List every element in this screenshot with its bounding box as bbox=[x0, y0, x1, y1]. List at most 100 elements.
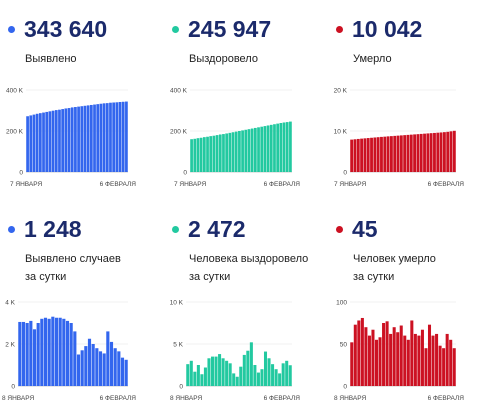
confirmed-daily-label: Выявлено случаев bbox=[25, 253, 121, 265]
recovered-daily-bar bbox=[235, 376, 239, 386]
deaths-daily-x-start-label: 8 ЯНВАРЯ bbox=[334, 395, 366, 402]
confirmed-total-bar bbox=[35, 113, 39, 172]
confirmed-daily-y-tick-label: 2 K bbox=[5, 342, 15, 349]
confirmed-total-label: Выявлено bbox=[25, 53, 77, 65]
deaths-total-bar bbox=[403, 135, 407, 172]
deaths-daily-y-tick-label: 0 bbox=[343, 384, 347, 391]
recovered-daily-bar bbox=[278, 373, 282, 386]
recovered-daily-bar bbox=[200, 374, 204, 386]
recovered-daily-x-end-label: 6 ФЕВРАЛЯ bbox=[264, 395, 301, 402]
deaths-total-bar bbox=[373, 137, 377, 172]
deaths-total-chart: 0 10 K 20 K 7 ЯНВАРЯ 6 ФЕВРАЛЯ bbox=[334, 88, 465, 189]
recovered-total-bar bbox=[225, 133, 229, 172]
recovered-daily-bar bbox=[225, 360, 229, 386]
confirmed-total-bar bbox=[61, 109, 65, 172]
confirmed-daily-bar bbox=[62, 318, 66, 386]
recovered-daily-bar bbox=[218, 354, 222, 386]
confirmed-daily-bar bbox=[40, 318, 44, 386]
recovered-total-x-start-label: 7 ЯНВАРЯ bbox=[174, 181, 206, 188]
deaths-daily-bar bbox=[427, 324, 432, 386]
deaths-daily-bar bbox=[417, 335, 421, 386]
recovered-daily-bar bbox=[253, 365, 257, 386]
recovered-daily-bar bbox=[189, 360, 193, 386]
recovered-daily-bar bbox=[267, 358, 271, 386]
recovered-daily-label: Человека выздоровело bbox=[189, 253, 309, 265]
deaths-total-bar bbox=[376, 137, 380, 172]
deaths-total-bar bbox=[429, 133, 433, 172]
confirmed-daily-dot-icon bbox=[8, 226, 15, 233]
deaths-daily-bar bbox=[438, 345, 442, 386]
recovered-total-bar bbox=[276, 123, 280, 172]
confirmed-daily-bar bbox=[102, 353, 106, 386]
confirmed-daily-x-start-label: 8 ЯНВАРЯ bbox=[2, 395, 34, 402]
recovered-total-bar bbox=[190, 139, 193, 172]
recovered-total-bar bbox=[257, 127, 260, 172]
deaths-daily-bar bbox=[364, 327, 368, 386]
stat-panel-recovered-daily: 2 472 Человека выздоровело за сутки bbox=[172, 214, 336, 294]
recovered-daily-bar bbox=[193, 371, 197, 386]
deaths-total-bar bbox=[452, 130, 456, 172]
confirmed-daily-bar bbox=[106, 331, 110, 386]
confirmed-daily-bar bbox=[58, 317, 62, 386]
deaths-total-x-start-label: 7 ЯНВАРЯ bbox=[334, 181, 366, 188]
confirmed-total-bar bbox=[74, 107, 77, 172]
confirmed-daily-bar bbox=[124, 359, 128, 386]
deaths-total-bar bbox=[363, 138, 367, 172]
deaths-total-bar bbox=[423, 133, 426, 172]
confirmed-total-value: 343 640 bbox=[24, 16, 108, 42]
recovered-total-value: 245 947 bbox=[188, 16, 272, 42]
confirmed-daily-bar bbox=[95, 348, 99, 386]
confirmed-daily-bar bbox=[69, 323, 73, 386]
recovered-total-bar bbox=[263, 126, 267, 172]
confirmed-total-bar bbox=[67, 108, 71, 172]
recovered-total-bar bbox=[212, 135, 216, 172]
confirmed-dot-icon bbox=[8, 26, 15, 33]
deaths-daily-bar bbox=[445, 333, 449, 386]
recovered-daily-bar bbox=[256, 372, 260, 386]
recovered-total-y-tick-label: 200 K bbox=[170, 129, 188, 136]
confirmed-daily-bar bbox=[21, 321, 26, 386]
recovered-daily-bar bbox=[214, 356, 218, 386]
deaths-daily-y-tick-label: 50 bbox=[340, 342, 348, 349]
recovered-daily-bar bbox=[232, 373, 236, 386]
recovered-total-bar bbox=[247, 129, 251, 172]
recovered-daily-bar bbox=[263, 351, 268, 386]
recovered-daily-bar bbox=[285, 360, 289, 386]
deaths-daily-dot-icon bbox=[336, 226, 343, 233]
recovered-total-bar bbox=[250, 128, 254, 172]
confirmed-total-bar bbox=[102, 103, 106, 172]
recovered-total-bar bbox=[234, 131, 238, 172]
confirmed-daily-bar bbox=[117, 351, 121, 386]
confirmed-total-bar bbox=[29, 115, 33, 172]
stat-panel-deaths-daily: 45 Человек умерло за сутки bbox=[336, 214, 492, 294]
recovered-daily-bar bbox=[203, 367, 207, 386]
recovered-daily-bar bbox=[196, 365, 200, 386]
recovered-total-bar bbox=[218, 134, 222, 172]
deaths-daily-bar bbox=[353, 324, 357, 386]
confirmed-total-bar bbox=[54, 110, 58, 172]
recovered-total-bar bbox=[215, 135, 219, 172]
recovered-total-bar bbox=[282, 122, 286, 172]
deaths-total-value: 10 042 bbox=[352, 16, 423, 42]
recovered-total-label: Выздоровело bbox=[189, 53, 258, 65]
recovered-total-bar bbox=[241, 130, 244, 172]
recovered-daily-bar bbox=[274, 369, 278, 386]
deaths-total-bar bbox=[380, 136, 383, 172]
confirmed-daily-bar bbox=[73, 331, 77, 386]
confirmed-daily-bar bbox=[109, 341, 114, 386]
recovered-daily-bar bbox=[271, 364, 275, 386]
recovered-total-bar bbox=[209, 136, 213, 173]
confirmed-total-chart: 0 200 K 400 K 7 ЯНВАРЯ 6 ФЕВРАЛЯ bbox=[6, 88, 136, 189]
deaths-daily-bar bbox=[389, 333, 393, 386]
recovered-daily-label-2: за сутки bbox=[189, 271, 231, 283]
recovered-daily-dot-icon bbox=[172, 226, 179, 233]
deaths-total-bar bbox=[409, 134, 413, 172]
deaths-daily-bar bbox=[413, 333, 417, 386]
recovered-total-bar bbox=[222, 134, 225, 172]
deaths-total-bar bbox=[419, 133, 423, 172]
deaths-total-bar bbox=[353, 139, 357, 172]
confirmed-daily-bar bbox=[113, 348, 117, 386]
confirmed-total-bar bbox=[121, 101, 125, 172]
confirmed-total-y-tick-label: 200 K bbox=[6, 129, 24, 136]
recovered-dot-icon bbox=[172, 26, 179, 33]
